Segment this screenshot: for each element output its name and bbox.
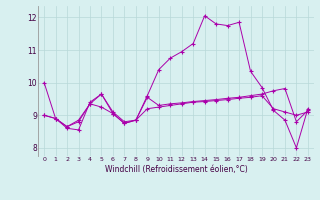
X-axis label: Windchill (Refroidissement éolien,°C): Windchill (Refroidissement éolien,°C) <box>105 165 247 174</box>
